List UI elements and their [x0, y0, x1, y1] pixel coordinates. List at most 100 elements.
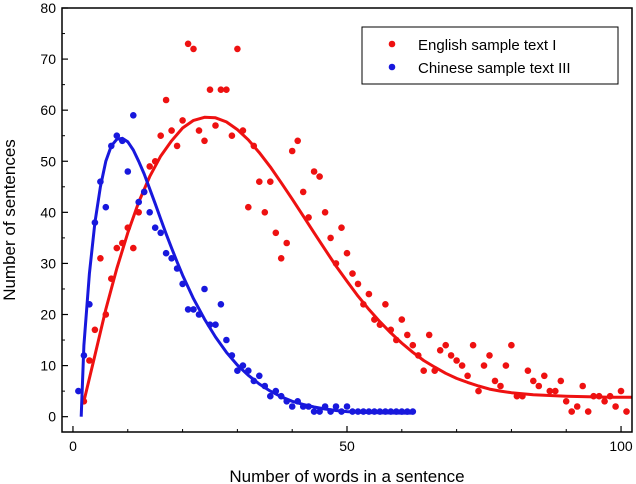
data-point: [546, 387, 554, 395]
data-point: [124, 168, 132, 175]
legend-label-chinese: Chinese sample text III: [418, 60, 571, 77]
data-point: [250, 142, 258, 150]
data-point: [255, 372, 263, 380]
data-point: [108, 275, 115, 283]
data-point: [223, 86, 230, 93]
data-point: [415, 352, 422, 359]
data-point: [371, 408, 378, 415]
data-point: [595, 392, 603, 400]
data-point: [409, 408, 417, 415]
y-tick-label: 0: [48, 409, 56, 425]
data-point: [288, 147, 296, 155]
data-point: [436, 347, 444, 354]
data-point: [486, 352, 493, 359]
data-point: [354, 408, 362, 415]
data-point: [184, 40, 192, 48]
data-point: [267, 178, 274, 185]
legend-marker-chinese: [388, 63, 396, 71]
data-point: [469, 341, 477, 349]
data-point: [382, 301, 389, 308]
y-tick-label: 10: [40, 358, 56, 374]
data-point: [349, 270, 356, 277]
data-point: [294, 137, 302, 145]
data-point: [277, 254, 285, 262]
y-tick-label: 50: [40, 153, 56, 169]
legend-label-english: English sample text I: [418, 37, 556, 54]
series-1: [75, 112, 417, 417]
data-point: [541, 372, 548, 380]
data-point: [195, 311, 203, 318]
data-point: [420, 367, 428, 375]
data-point: [332, 403, 340, 410]
x-axis-label: Number of words in a sentence: [229, 467, 464, 484]
data-point: [168, 254, 175, 262]
data-point: [195, 127, 203, 134]
data-point: [316, 408, 323, 415]
data-point: [294, 398, 302, 405]
data-point: [173, 142, 181, 150]
data-point: [135, 198, 142, 206]
data-point: [579, 382, 586, 390]
data-point: [475, 387, 482, 395]
data-point: [267, 392, 274, 400]
y-tick-label: 60: [40, 102, 56, 118]
data-point: [623, 408, 630, 415]
data-point: [349, 408, 356, 415]
data-point: [91, 326, 99, 334]
data-point: [239, 127, 247, 134]
data-point: [119, 137, 126, 145]
data-point: [535, 382, 543, 390]
x-tick-label: 50: [339, 438, 355, 454]
axes-layer: 0 50 100 0 10 20 30 40 50 60 70 80: [40, 0, 633, 454]
data-point: [425, 331, 433, 339]
data-point: [568, 408, 575, 415]
data-point: [97, 254, 104, 262]
data-point: [360, 301, 367, 308]
data-point: [135, 209, 142, 216]
data-point: [299, 188, 307, 196]
data-point: [343, 249, 351, 257]
data-point: [360, 408, 367, 415]
data-point: [310, 408, 318, 415]
data-point: [245, 203, 252, 211]
y-tick-label: 80: [40, 0, 56, 16]
data-point: [228, 132, 236, 139]
data-point: [113, 244, 121, 252]
data-point: [524, 367, 532, 375]
data-point: [354, 280, 362, 288]
data-point: [228, 352, 236, 359]
data-point: [206, 86, 214, 93]
data-point: [261, 209, 269, 216]
data-point: [327, 408, 334, 415]
y-tick-label: 40: [40, 204, 56, 220]
data-point: [217, 86, 225, 93]
data-point: [184, 306, 192, 313]
data-point: [453, 357, 460, 364]
data-point: [119, 239, 126, 247]
fit-curve: [82, 115, 632, 402]
data-point: [601, 398, 608, 405]
data-point: [283, 398, 291, 405]
legend: English sample text I Chinese sample tex…: [361, 26, 619, 85]
data-point: [371, 316, 378, 323]
data-point: [223, 336, 230, 344]
data-point: [305, 214, 312, 221]
data-point: [442, 341, 450, 349]
data-point: [212, 321, 219, 329]
data-point: [552, 387, 559, 395]
y-tick-label: 20: [40, 307, 56, 323]
data-point: [168, 127, 175, 134]
data-point: [332, 260, 340, 267]
data-point: [404, 331, 411, 339]
data-point: [151, 158, 159, 165]
data-point: [86, 357, 93, 364]
data-point: [612, 403, 619, 410]
legend-box: [361, 26, 619, 85]
data-point: [305, 403, 312, 410]
data-point: [464, 372, 471, 380]
data-point: [584, 408, 592, 415]
data-point: [97, 178, 104, 185]
data-point: [447, 352, 455, 359]
fit-curve: [79, 136, 413, 417]
